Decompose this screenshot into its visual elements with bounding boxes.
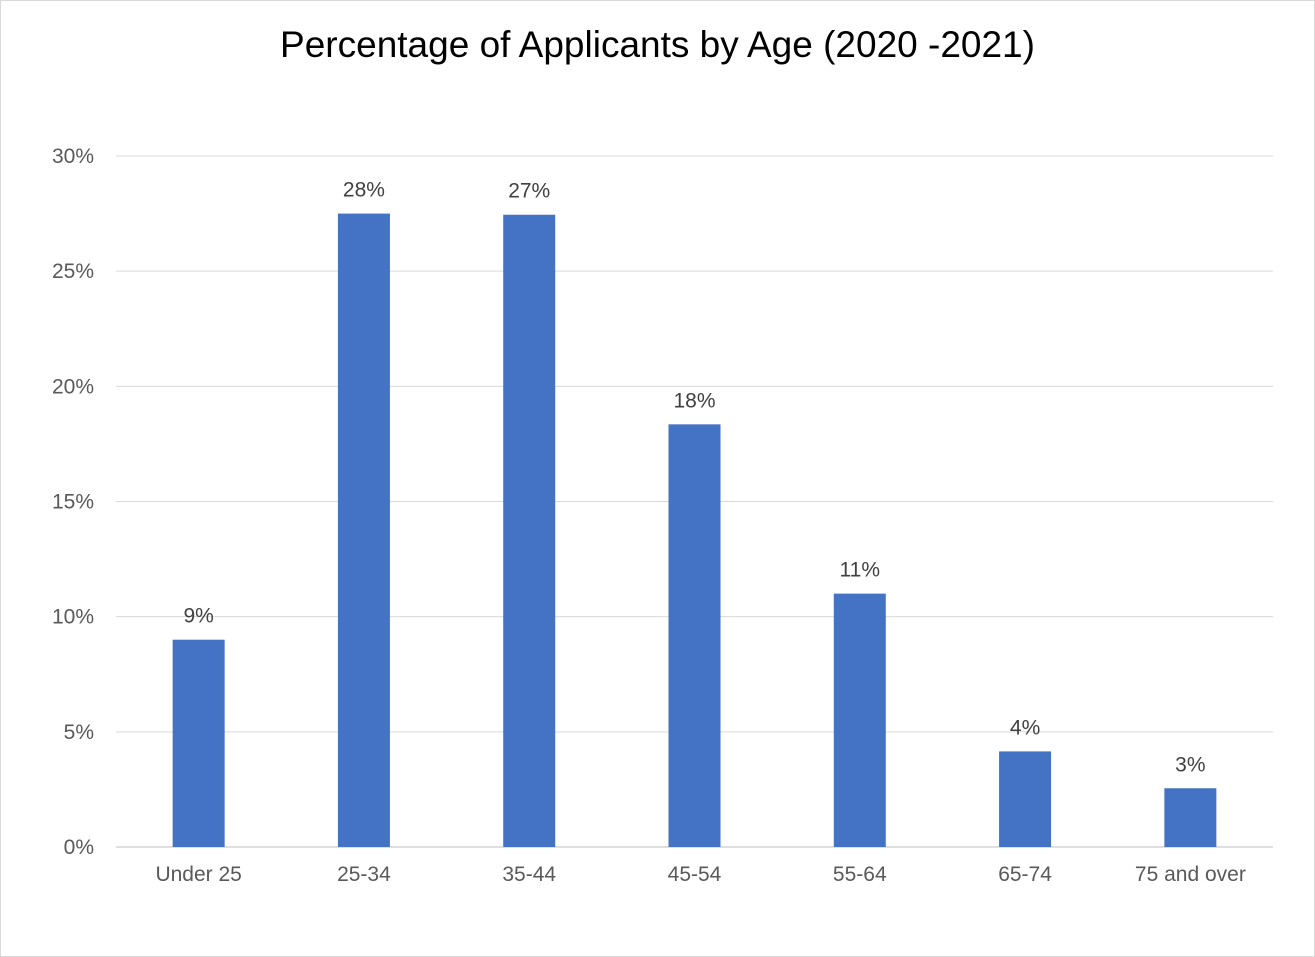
x-tick-label: 45-54	[668, 863, 722, 886]
y-tick-label: 20%	[52, 375, 94, 398]
x-tick-label: 25-34	[337, 863, 391, 886]
x-tick-label: Under 25	[155, 863, 241, 886]
data-label: 11%	[840, 559, 880, 582]
data-label: 18%	[673, 389, 715, 412]
y-axis: 0% 5% 10% 15% 20% 25% 30%	[52, 145, 94, 859]
y-tick-label: 0%	[64, 836, 94, 859]
bar	[337, 213, 390, 848]
data-label: 4%	[1010, 716, 1040, 739]
y-tick-label: 10%	[52, 606, 94, 629]
data-label: 27%	[508, 180, 550, 203]
chart-title: Percentage of Applicants by Age (2020 -2…	[280, 24, 1035, 65]
x-tick-label: 75 and over	[1135, 863, 1246, 886]
x-tick-label: 55-64	[833, 863, 887, 886]
bar	[668, 424, 721, 847]
x-tick-label: 65-74	[998, 863, 1052, 886]
data-label: 9%	[183, 605, 213, 628]
x-tick-label: 35-44	[502, 863, 556, 886]
bar	[172, 639, 225, 847]
bar	[833, 593, 886, 847]
y-tick-label: 15%	[52, 491, 94, 514]
y-tick-label: 30%	[52, 145, 94, 168]
y-tick-label: 5%	[64, 721, 94, 744]
y-tick-label: 25%	[52, 260, 94, 283]
bar	[1164, 788, 1217, 847]
data-labels: 9% 28% 27% 18% 11% 4% 3%	[183, 179, 1205, 777]
bars	[172, 213, 1217, 848]
bar	[999, 751, 1052, 847]
data-label: 28%	[343, 179, 385, 202]
x-axis: Under 25 25-34 35-44 45-54 55-64 65-74 75 and …	[155, 863, 1245, 886]
bar	[503, 214, 556, 848]
data-label: 3%	[1175, 753, 1205, 776]
